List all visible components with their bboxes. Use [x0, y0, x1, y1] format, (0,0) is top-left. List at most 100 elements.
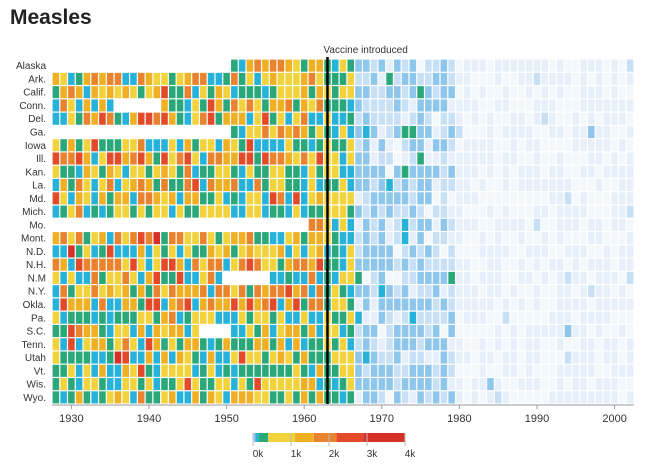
heatmap-cell	[300, 351, 308, 364]
heatmap-cell	[580, 245, 587, 258]
heatmap-cell	[603, 218, 611, 231]
heatmap-cell	[533, 152, 541, 165]
heatmap-cell	[401, 192, 409, 205]
heatmap-cell	[588, 311, 595, 324]
legend-tick-label: 4k	[405, 449, 417, 460]
heatmap-cell	[269, 338, 277, 351]
heatmap-cell	[564, 205, 572, 218]
heatmap-cell	[619, 218, 626, 231]
heatmap-cell	[580, 311, 587, 324]
heatmap-cell	[122, 364, 129, 377]
heatmap-cell	[463, 152, 471, 165]
heatmap-cell	[75, 139, 83, 152]
heatmap-cell	[285, 338, 292, 351]
heatmap-cell	[215, 152, 223, 165]
heatmap-cell	[386, 285, 393, 298]
heatmap-cell	[184, 86, 192, 99]
heatmap-cell	[130, 192, 137, 205]
heatmap-cell	[432, 218, 440, 231]
heatmap-cell	[386, 86, 393, 99]
heatmap-cell	[580, 364, 587, 377]
heatmap-cell	[370, 258, 378, 271]
heatmap-cell	[619, 192, 626, 205]
heatmap-cell	[355, 338, 362, 351]
heatmap-cell	[83, 311, 91, 324]
heatmap-cell	[277, 72, 285, 85]
heatmap-cell	[176, 112, 184, 125]
heatmap-cell	[52, 338, 60, 351]
heatmap-cell	[153, 165, 161, 178]
heatmap-cell	[603, 258, 611, 271]
heatmap-cell	[619, 165, 626, 178]
heatmap-cell	[595, 271, 603, 284]
heatmap-cell	[471, 232, 479, 245]
heatmap-cell	[169, 72, 176, 85]
heatmap-cell	[68, 205, 75, 218]
heatmap-cell	[223, 86, 230, 99]
heatmap-cell	[106, 285, 114, 298]
heatmap-cell	[145, 271, 153, 284]
heatmap-cell	[300, 72, 308, 85]
heatmap-cell	[611, 99, 618, 112]
heatmap-cell	[293, 192, 300, 205]
heatmap-cell	[378, 125, 386, 139]
heatmap-cell	[463, 324, 471, 338]
heatmap-cell	[580, 258, 587, 271]
heatmap-cell	[572, 378, 580, 391]
heatmap-cell	[471, 125, 479, 139]
heatmap-cell	[316, 245, 323, 258]
heatmap-cell	[564, 258, 572, 271]
heatmap-cell	[207, 378, 215, 391]
heatmap-cell	[262, 112, 269, 125]
heatmap-cell	[207, 351, 215, 364]
heatmap-cell	[611, 59, 618, 72]
heatmap-cell	[355, 152, 362, 165]
heatmap-cell	[425, 139, 432, 152]
heatmap-cell	[83, 285, 91, 298]
heatmap-cell	[525, 298, 533, 311]
heatmap-cell	[355, 271, 362, 284]
heatmap-cell	[510, 364, 517, 377]
heatmap-cell	[417, 245, 424, 258]
heatmap-cell	[114, 271, 122, 284]
heatmap-cell	[588, 86, 595, 99]
heatmap-cell	[487, 59, 494, 72]
heatmap-cell	[99, 179, 106, 192]
heatmap-cell	[355, 378, 362, 391]
heatmap-cell	[91, 324, 98, 338]
heatmap-cell	[626, 245, 634, 258]
heatmap-cell	[269, 245, 277, 258]
heatmap-cell	[254, 72, 261, 85]
heatmap-cell	[153, 324, 161, 338]
heatmap-cell	[347, 86, 355, 99]
heatmap-cell	[401, 59, 409, 72]
heatmap-cell	[176, 271, 184, 284]
heatmap-cell	[215, 86, 223, 99]
heatmap-cell	[432, 205, 440, 218]
heatmap-cell	[277, 378, 285, 391]
heatmap-cell	[611, 218, 618, 231]
heatmap-cell	[557, 258, 564, 271]
heatmap-cell	[603, 112, 611, 125]
heatmap-cell	[502, 285, 510, 298]
heatmap-cell	[448, 391, 455, 404]
heatmap-cell	[440, 258, 448, 271]
heatmap-cell	[409, 72, 417, 85]
heatmap-cell	[525, 311, 533, 324]
heatmap-cell	[533, 139, 541, 152]
heatmap-cell	[456, 86, 463, 99]
heatmap-cell	[463, 245, 471, 258]
heatmap-cell	[99, 112, 106, 125]
heatmap-cell	[75, 165, 83, 178]
heatmap-cell	[176, 192, 184, 205]
heatmap-cell	[463, 285, 471, 298]
heatmap-cell	[487, 218, 494, 231]
heatmap-cell	[518, 125, 525, 139]
heatmap-cell	[83, 86, 91, 99]
heatmap-cell	[192, 86, 199, 99]
heatmap-cell	[409, 338, 417, 351]
heatmap-cell	[145, 311, 153, 324]
heatmap-cell	[572, 351, 580, 364]
heatmap-cell	[262, 311, 269, 324]
heatmap-cell	[355, 285, 362, 298]
